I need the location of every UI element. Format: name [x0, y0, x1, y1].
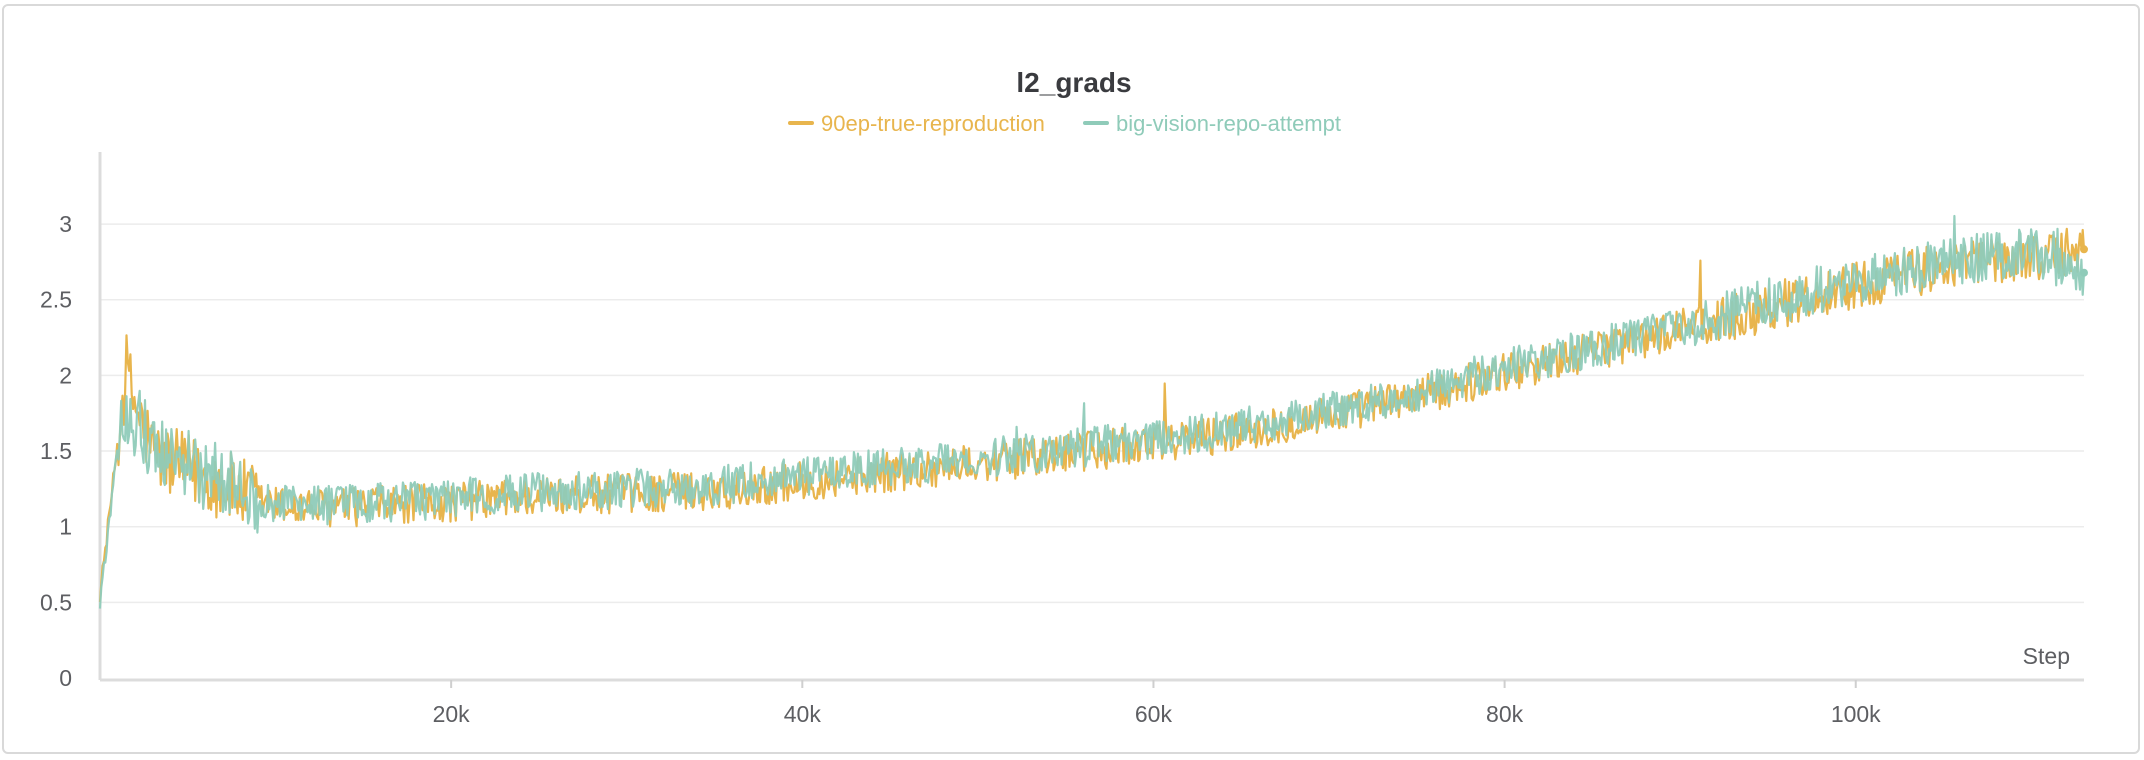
grid-lines [100, 223, 2084, 604]
chart-panel: l2_grads 90ep-true-reproduction big-visi… [2, 4, 2140, 754]
y-tick-label-2: 1 [59, 514, 72, 540]
x-tick-label-0: 20k [433, 701, 471, 727]
legend-entry-series-1[interactable]: 90ep-true-reproduction [788, 111, 1045, 136]
plot-area[interactable] [98, 214, 2088, 609]
y-tick-label-3: 1.5 [40, 438, 72, 464]
x-tick-label-3: 80k [1486, 701, 1524, 727]
x-tick-label-4: 100k [1831, 701, 1881, 727]
tick-labels: 0 0.5 1 1.5 2 2.5 3 20k 40k 60k 80k 100k [40, 211, 1881, 727]
legend-entry-series-2[interactable]: big-vision-repo-attempt [1083, 111, 1341, 136]
series-end-point-1[interactable] [2080, 245, 2088, 254]
y-tick-label-4: 2 [59, 362, 72, 388]
series-end-point-2[interactable] [2080, 268, 2088, 277]
chart-svg: l2_grads 90ep-true-reproduction big-visi… [40, 67, 2088, 727]
x-tick-label-1: 40k [784, 701, 822, 727]
x-tick-label-2: 60k [1135, 701, 1173, 727]
legend: 90ep-true-reproduction big-vision-repo-a… [788, 111, 1341, 136]
legend-label-series-1: 90ep-true-reproduction [821, 111, 1045, 136]
series-line-2[interactable] [98, 214, 2086, 609]
y-tick-label-0: 0 [59, 665, 72, 691]
chart-title: l2_grads [1016, 67, 1131, 98]
axes [98, 152, 2084, 688]
x-axis-label: Step [2023, 643, 2070, 669]
y-tick-label-6: 3 [59, 211, 72, 237]
y-tick-label-1: 0.5 [40, 589, 72, 615]
series-line-1[interactable] [98, 227, 2086, 603]
y-tick-label-5: 2.5 [40, 287, 72, 313]
legend-label-series-2: big-vision-repo-attempt [1116, 111, 1341, 136]
